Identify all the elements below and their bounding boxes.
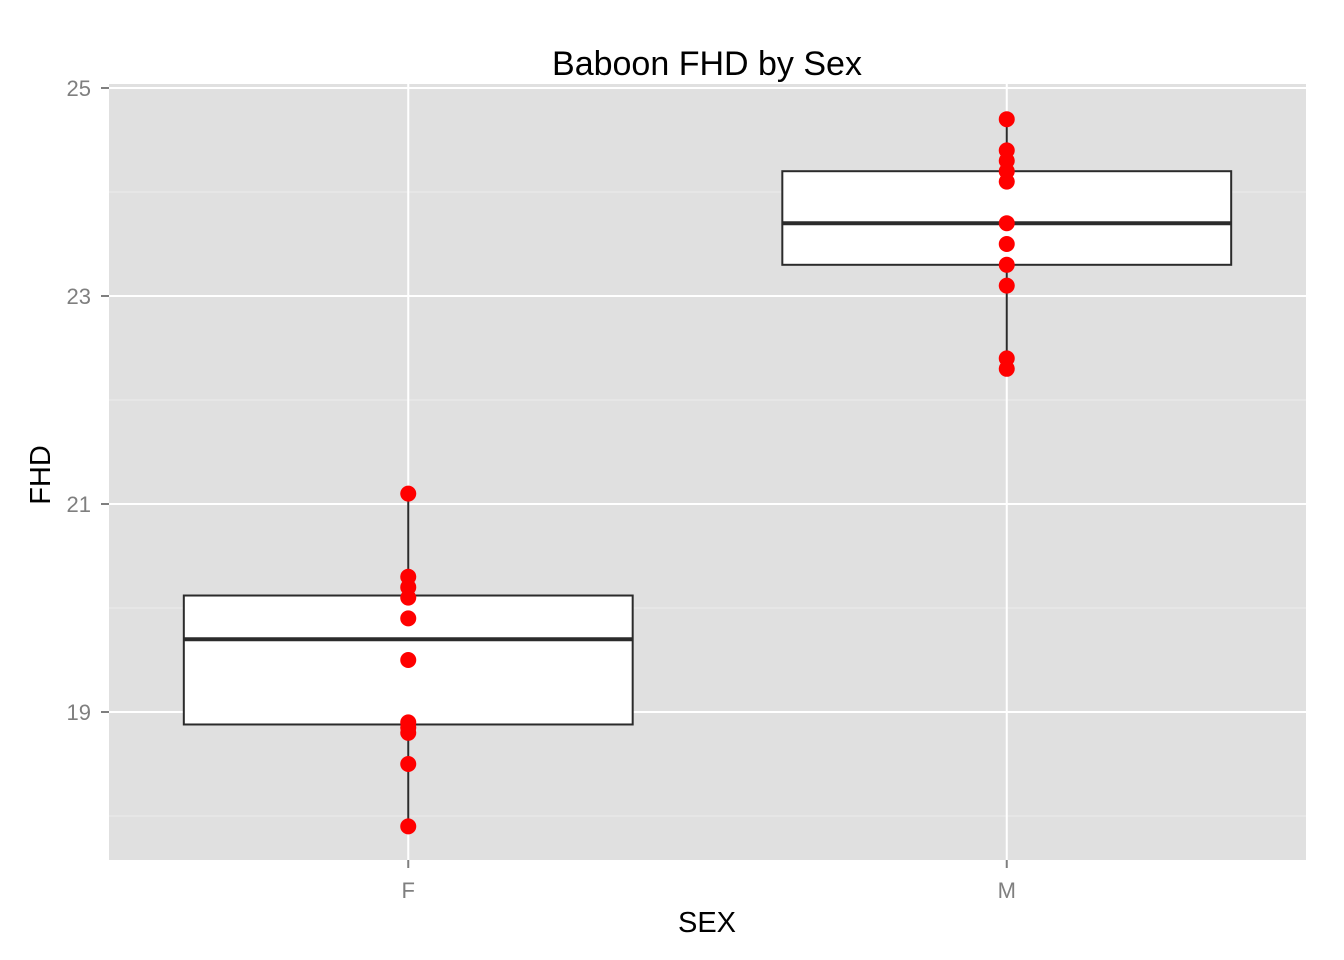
x-tick-label: M	[998, 878, 1016, 903]
x-tick-label: F	[402, 878, 415, 903]
y-tick-label: 23	[67, 284, 91, 309]
data-point	[998, 111, 1015, 128]
data-point	[400, 724, 417, 741]
data-point	[400, 485, 417, 502]
data-point	[400, 818, 417, 835]
y-tick-label: 19	[67, 700, 91, 725]
data-point	[998, 236, 1015, 252]
data-point	[998, 277, 1015, 294]
data-point	[998, 256, 1015, 273]
y-tick-label: 21	[67, 492, 91, 517]
chart-title: Baboon FHD by Sex	[552, 45, 862, 83]
data-point	[400, 756, 417, 772]
data-point	[400, 589, 417, 606]
x-axis-title: SEX	[678, 907, 736, 939]
y-axis: 19 21 23 25	[67, 76, 109, 725]
data-point	[998, 360, 1015, 377]
data-points	[400, 111, 1015, 835]
data-point	[400, 652, 417, 668]
data-point	[998, 173, 1015, 190]
data-point	[400, 610, 417, 627]
y-axis-title: FHD	[25, 445, 57, 505]
y-tick-label: 25	[67, 76, 91, 101]
data-point	[998, 215, 1015, 232]
